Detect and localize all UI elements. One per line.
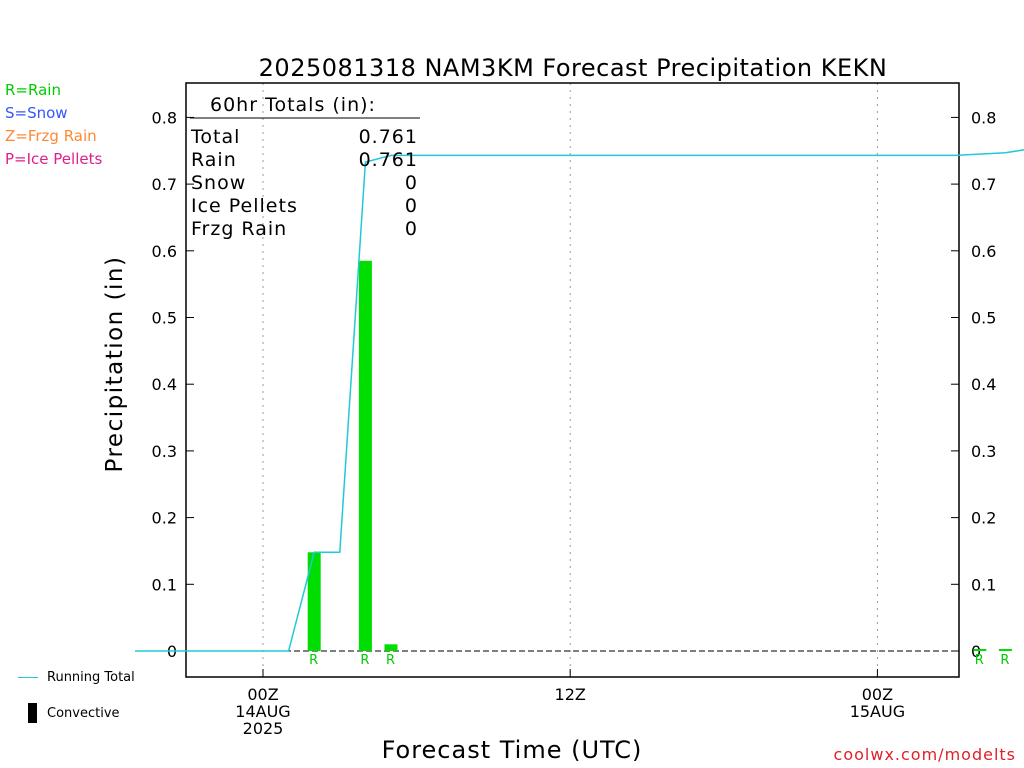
- y-tick-label-right: 0.8: [971, 108, 996, 127]
- legend-snow: S=Snow: [5, 104, 68, 122]
- totals-value: 0.761: [359, 149, 418, 171]
- totals-label: Snow: [191, 172, 246, 194]
- chart-title: 2025081318 NAM3KM Forecast Precipitation…: [259, 54, 888, 82]
- precip-type-label: R: [975, 653, 984, 668]
- x-tick-label: 00Z: [862, 685, 893, 704]
- y-tick-label-left: 0.2: [152, 509, 177, 528]
- y-tick-label-left: 0.6: [152, 242, 177, 261]
- totals-value: 0: [405, 172, 418, 194]
- y-tick-label-right: 0.3: [971, 442, 996, 461]
- x-axis-label: Forecast Time (UTC): [382, 736, 643, 764]
- y-tick-label-left: 0.1: [152, 575, 177, 594]
- y-axis-label: Precipitation (in): [102, 256, 128, 473]
- precip-bar: [358, 260, 372, 651]
- y-tick-label-right: 0.2: [971, 509, 996, 528]
- y-tick-label-right: 0: [971, 642, 981, 661]
- precip-type-label: R: [360, 653, 369, 668]
- y-tick-label-right: 0.7: [971, 175, 996, 194]
- running-total-swatch: [18, 677, 38, 678]
- precip-bar: [973, 649, 987, 651]
- convective-swatch: [28, 703, 37, 723]
- x-tick-label: 14AUG: [235, 702, 290, 721]
- y-tick-label-right: 0.6: [971, 242, 996, 261]
- y-tick-label-left: 0.5: [152, 309, 177, 328]
- legend-ice-pellets: P=Ice Pellets: [5, 150, 103, 168]
- precip-bar: [998, 649, 1012, 651]
- totals-label: Rain: [191, 149, 237, 171]
- x-tick-label: 2025: [243, 719, 284, 738]
- precip-bar: [384, 644, 398, 651]
- precip-type-label: R: [1000, 653, 1009, 668]
- totals-label: Frzg Rain: [191, 218, 287, 240]
- precip-type-label: R: [386, 653, 395, 668]
- totals-value: 0: [405, 218, 418, 240]
- y-tick-label-left: 0.3: [152, 442, 177, 461]
- credit-link[interactable]: coolwx.com/modelts: [833, 745, 1016, 764]
- x-tick-label: 15AUG: [850, 702, 905, 721]
- running-total-label: Running Total: [47, 670, 135, 685]
- totals-value: 0.761: [359, 126, 418, 148]
- x-tick-label: 12Z: [555, 685, 586, 704]
- x-tick-label: 00Z: [247, 685, 278, 704]
- y-tick-label-left: 0.8: [152, 108, 177, 127]
- running-total-line: [135, 149, 1024, 652]
- y-tick-label-right: 0.4: [971, 375, 996, 394]
- totals-header: 60hr Totals (in):: [210, 94, 376, 116]
- precip-type-label: R: [309, 653, 318, 668]
- totals-label: Ice Pellets: [191, 195, 298, 217]
- y-tick-label-right: 0.1: [971, 575, 996, 594]
- totals-label: Total: [190, 126, 240, 148]
- totals-value: 0: [405, 195, 418, 217]
- y-tick-label-left: 0.7: [152, 175, 177, 194]
- plot-frame: [185, 82, 960, 678]
- y-tick-label-right: 0.5: [971, 309, 996, 328]
- legend-frzg-rain: Z=Frzg Rain: [5, 127, 97, 145]
- y-tick-label-left: 0.4: [152, 375, 177, 394]
- precip-bar: [307, 552, 321, 651]
- convective-label: Convective: [47, 706, 120, 721]
- legend-rain: R=Rain: [5, 81, 61, 99]
